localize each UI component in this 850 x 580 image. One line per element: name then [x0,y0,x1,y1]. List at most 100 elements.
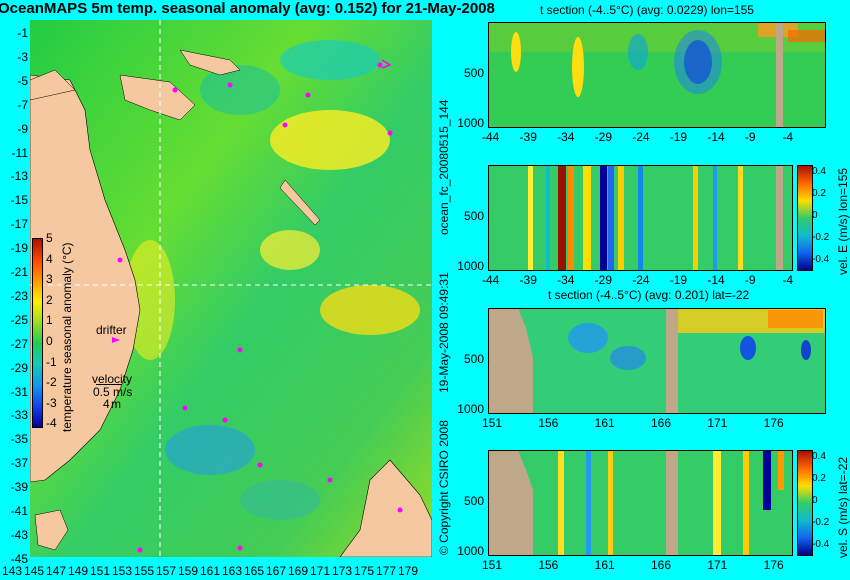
x-tick: -14 [707,130,725,144]
drifter-points [117,62,403,553]
land-png [119,74,196,121]
colorbar-tick: -1 [46,354,57,369]
colorbar-tick: 3 [46,272,53,287]
y-tick: 1000 [457,402,484,416]
lat-label: -45 [10,551,28,566]
lon-label: 167 [266,564,287,578]
colorbar-tick: -0.4 [812,539,830,550]
lon-label: 179 [398,564,419,578]
velocity-label: velocity [92,372,133,386]
drifter-label: drifter [96,323,127,337]
panel4-side-label: vel. S (m/s) lat=-22 [836,456,850,558]
lat-label: -3 [17,49,28,64]
lon-label: 155 [134,564,155,578]
x-tick: -9 [744,130,756,144]
velocity-scale: 4 [103,397,110,411]
lat-label: -43 [10,527,28,542]
x-tick: 161 [594,416,615,430]
colorbar-tick: 0.4 [812,166,826,177]
warm-anomaly [270,110,390,170]
x-tick: -4 [782,273,794,287]
panel2-colorbar [797,165,813,271]
x-tick: 166 [651,558,672,572]
lon-label: 161 [200,564,221,578]
panel1-frame [488,22,826,128]
panel2-side-label: vel. E (m/s) lon=155 [836,167,850,275]
lat-label: -17 [10,217,28,232]
lon-label: 149 [68,564,89,578]
y-tick: 1000 [457,116,484,130]
colorbar [32,238,43,428]
panel1-title: t section (-4..5°C) (avg: 0.0229) lon=15… [540,3,754,17]
y-tick: 500 [463,209,484,223]
x-tick: -44 [482,273,500,287]
land-cape-york [30,69,76,101]
lon-label: 143 [2,564,23,578]
x-tick: -44 [482,130,500,144]
lat-label: -13 [10,169,28,184]
land-new-caledonia [279,179,321,226]
panel3-frame [488,308,826,414]
colorbar-tick: 4 [46,251,53,266]
lon-label: 151 [90,564,111,578]
colorbar-tick: 0 [46,334,53,348]
anomaly-map [30,20,432,557]
x-tick: 151 [482,416,503,430]
lat-label: -5 [17,73,28,88]
x-tick: -24 [632,273,650,287]
warm-anomaly [320,285,420,335]
lon-label: 173 [332,564,353,578]
panel1-section [488,22,826,128]
y-tick: 500 [463,66,484,80]
lat-label: -15 [10,193,28,208]
colorbar-tick: 5 [46,231,53,245]
x-tick: 176 [763,416,784,430]
lat-label: -31 [10,384,28,399]
forecast-id: ocean_fc_20080515_144 [437,99,451,235]
lat-label: -19 [10,241,28,256]
x-tick: -4 [782,130,794,144]
colorbar-tick: 1 [46,313,53,328]
land-australia [30,74,141,483]
lon-label: 145 [24,564,45,578]
drifter-icon [112,337,120,343]
map-title: OceanMAPS 5m temp. seasonal anomaly (avg… [0,0,495,17]
x-tick: -34 [557,130,575,144]
colorbar-label: temperature seasonal anomaly (°C) [60,242,74,432]
land-tasmania [34,509,69,551]
lat-label: -37 [10,456,28,471]
panel2-frame [488,165,793,271]
velocity-unit: m [111,397,121,411]
x-tick: -34 [557,273,575,287]
lat-label: -27 [10,336,28,351]
colorbar-tick: 0.4 [812,451,826,462]
timestamp: 19-May-2008 09:49:31 [437,272,451,393]
copyright: © Copyright CSIRO 2008 [437,420,451,555]
colorbar-tick: -4 [46,416,57,431]
colorbar-tick: 0.2 [812,188,826,199]
lat-label: -39 [10,480,28,495]
x-tick: -29 [594,273,612,287]
lat-label: -35 [10,432,28,447]
cool-anomaly [280,40,380,80]
panel2-section [488,165,793,271]
velocity-arrow-icon [96,384,122,385]
x-tick: -39 [519,130,537,144]
x-tick: -39 [519,273,537,287]
y-tick: 1000 [457,544,484,558]
colorbar-tick: 0.2 [812,473,826,484]
x-tick: 151 [482,558,503,572]
colorbar-tick: -0.4 [812,254,830,265]
colorbar-tick: -3 [46,395,57,410]
x-tick: 156 [538,416,559,430]
panel4-colorbar [797,450,813,556]
land-island [179,49,241,76]
x-tick: -19 [669,130,688,144]
colorbar-tick: -2 [46,375,57,390]
colorbar-tick: 0 [812,210,818,221]
lat-label: -29 [10,360,28,375]
lon-label: 159 [178,564,199,578]
lon-label: 177 [376,564,397,578]
lat-label: -23 [10,288,28,303]
y-tick: 1000 [457,259,484,273]
